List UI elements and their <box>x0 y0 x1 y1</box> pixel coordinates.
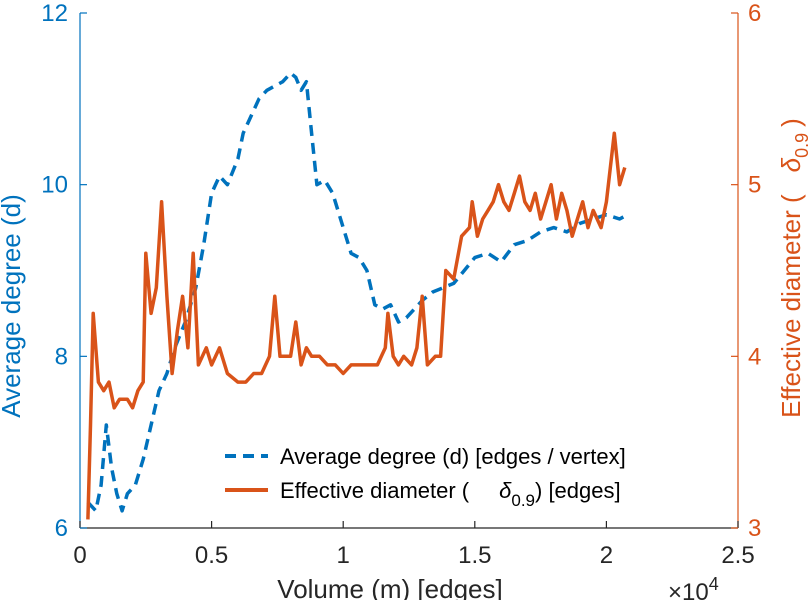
plot-area <box>86 71 629 520</box>
x-tick-label: 2.5 <box>721 542 754 569</box>
x-tick-label: 1.5 <box>458 542 491 569</box>
legend-label-effective-diameter-main: Effective diameter ( <box>280 478 470 503</box>
x-axis-title: Volume (m) [edges] <box>277 574 502 600</box>
y-left-axis-title: Average degree (d) <box>0 194 26 418</box>
y-right-tick-label: 6 <box>748 0 761 27</box>
legend-label-effective-diameter-delta: δ <box>499 478 512 503</box>
y-right-axis-title-sub: 0.9 <box>792 133 812 158</box>
y-left-tick-label: 8 <box>55 343 68 370</box>
legend-label-effective-diameter: Effective diameter ( δ0.9) [edges] <box>280 478 621 510</box>
y-right-axis-title: Effective diameter ( δ0.9) <box>776 118 812 418</box>
y-right-axis-title-main: Effective diameter ( <box>776 194 806 418</box>
y-right-axis-title-delta: δ <box>776 157 806 172</box>
axes <box>79 13 739 529</box>
y-right-tick-label: 3 <box>748 515 761 542</box>
y-left-tick-label: 6 <box>55 515 68 542</box>
x-axis-exponent-base: ×10 <box>668 579 709 600</box>
legend-label-effective-diameter-close: ) [edges] <box>535 478 621 503</box>
legend: Average degree (d) [edges / vertex] Effe… <box>225 444 626 510</box>
ticks: 0 0.5 1 1.5 2 2.5 6 8 10 12 3 4 5 6 <box>41 0 761 569</box>
x-tick-label: 0.5 <box>195 542 228 569</box>
y-right-axis-title-close: ) <box>776 118 806 127</box>
x-axis-exponent: ×104 <box>668 574 719 600</box>
x-tick-label: 0 <box>73 542 86 569</box>
series-line-average-degree <box>86 71 629 513</box>
y-right-tick-label: 4 <box>748 343 761 370</box>
legend-label-average-degree: Average degree (d) [edges / vertex] <box>280 444 626 469</box>
x-axis-exponent-power: 4 <box>709 574 719 594</box>
y-left-tick-label: 10 <box>41 172 68 199</box>
legend-label-effective-diameter-sub: 0.9 <box>511 491 535 510</box>
y-right-tick-label: 5 <box>748 172 761 199</box>
series-line-effective-diameter <box>86 131 627 520</box>
x-tick-label: 2 <box>600 542 613 569</box>
y-left-tick-label: 12 <box>41 0 68 27</box>
x-tick-label: 1 <box>337 542 350 569</box>
